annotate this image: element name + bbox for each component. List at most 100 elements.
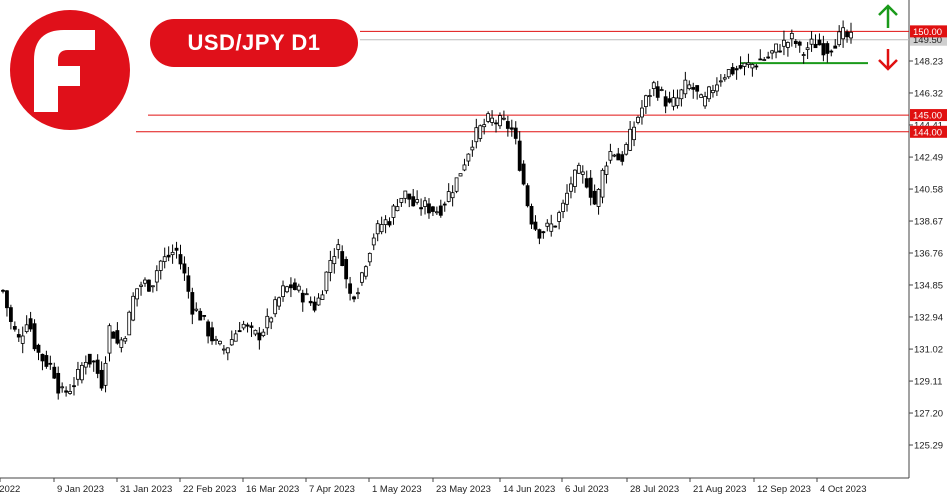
candle-body [458, 173, 463, 177]
candle-body [143, 279, 147, 284]
candle-body [383, 219, 388, 225]
time-tick-label: 4 Oct 2023 [820, 484, 866, 495]
candle-body [79, 364, 84, 381]
time-tick-label: 23 May 2023 [436, 484, 491, 495]
candle-body [241, 323, 246, 329]
candle-body [722, 77, 727, 80]
candle-body [154, 270, 159, 283]
candle-body [438, 205, 443, 216]
time-tick-label: 16 Mar 2023 [246, 484, 299, 495]
candle-body [360, 272, 364, 283]
candle-body [782, 39, 786, 47]
candle-body [817, 39, 822, 46]
candle-body [166, 254, 171, 258]
candle-body [210, 327, 214, 342]
level-badge-label: 150.00 [913, 27, 942, 38]
candle-body [300, 292, 305, 303]
candle-body [158, 260, 163, 271]
price-tick-label: 129.11 [914, 377, 942, 388]
candle-body [592, 190, 597, 205]
candle-body [139, 284, 143, 287]
candle-body [225, 347, 230, 354]
candle-body [292, 282, 297, 290]
candle-body [825, 43, 830, 54]
candle-body [541, 231, 546, 234]
time-tick-label: 6 Jul 2023 [565, 484, 609, 495]
candle-body [103, 362, 108, 386]
candle-body [237, 330, 242, 333]
price-tick-label: 146.32 [914, 88, 943, 99]
candle-body [718, 80, 723, 83]
candle-body [505, 121, 510, 129]
time-tick-label: 14 Jun 2023 [503, 484, 555, 495]
candle-body [5, 290, 9, 309]
candle-body [336, 244, 341, 250]
candle-body [644, 95, 648, 108]
candle-body [48, 362, 53, 365]
candle-body [829, 50, 834, 53]
price-tick-label: 136.76 [914, 249, 943, 260]
price-tick-label: 138.67 [914, 217, 943, 228]
candle-body [16, 334, 21, 338]
price-tick-label: 148.23 [914, 57, 943, 68]
candle-body [253, 329, 258, 335]
candle-body [72, 385, 76, 388]
candle-body [371, 237, 376, 246]
price-tick-label: 140.58 [914, 185, 943, 196]
candle-body [99, 369, 104, 389]
candle-body [178, 254, 183, 265]
candle-body [147, 279, 151, 292]
candle-body [750, 64, 755, 69]
candle-body [628, 128, 633, 151]
candle-body [356, 292, 360, 295]
brand-logo-icon [10, 10, 130, 130]
candle-body [304, 293, 309, 296]
arrow-up-icon [878, 4, 898, 28]
candle-body [202, 315, 207, 317]
candle-body [663, 96, 668, 107]
candle-body [123, 337, 128, 342]
candle-body [87, 353, 92, 365]
candle-body [734, 68, 739, 71]
candle-body [695, 85, 700, 92]
candle-body [64, 390, 69, 393]
candle-body [746, 62, 751, 65]
candle-body [474, 127, 479, 143]
candle-body [415, 199, 420, 203]
candle-body [805, 47, 810, 51]
price-tick-label: 134.85 [914, 280, 943, 291]
candle-body [841, 27, 846, 40]
candle-body [833, 45, 838, 49]
candle-body [399, 197, 404, 203]
candle-body [111, 331, 116, 339]
time-tick-label: Dec 2022 [0, 484, 20, 495]
candle-body [789, 32, 794, 40]
candle-body [340, 251, 345, 266]
candle-body [95, 359, 100, 374]
candle-body [450, 192, 455, 199]
candle-body [596, 189, 601, 207]
candle-body [576, 164, 581, 174]
candle-body [683, 79, 688, 95]
candle-body [316, 297, 321, 306]
candle-body [107, 325, 112, 354]
symbol-title: USD/JPY D1 [150, 19, 358, 67]
candle-body [249, 325, 254, 328]
candle-body [265, 315, 270, 329]
candle-body [517, 140, 522, 171]
candle-body [442, 203, 447, 206]
candle-body [478, 125, 483, 139]
candle-body [352, 296, 356, 300]
candle-body [135, 288, 140, 300]
candle-body [277, 297, 281, 307]
candle-body [785, 42, 790, 48]
candle-body [659, 89, 664, 91]
candle-body [513, 127, 518, 139]
candle-body [821, 43, 826, 56]
candle-body [170, 251, 175, 256]
candle-body [214, 338, 218, 342]
price-tick-label: 142.49 [914, 153, 943, 164]
candle-body [612, 154, 617, 157]
candle-body [83, 361, 88, 368]
